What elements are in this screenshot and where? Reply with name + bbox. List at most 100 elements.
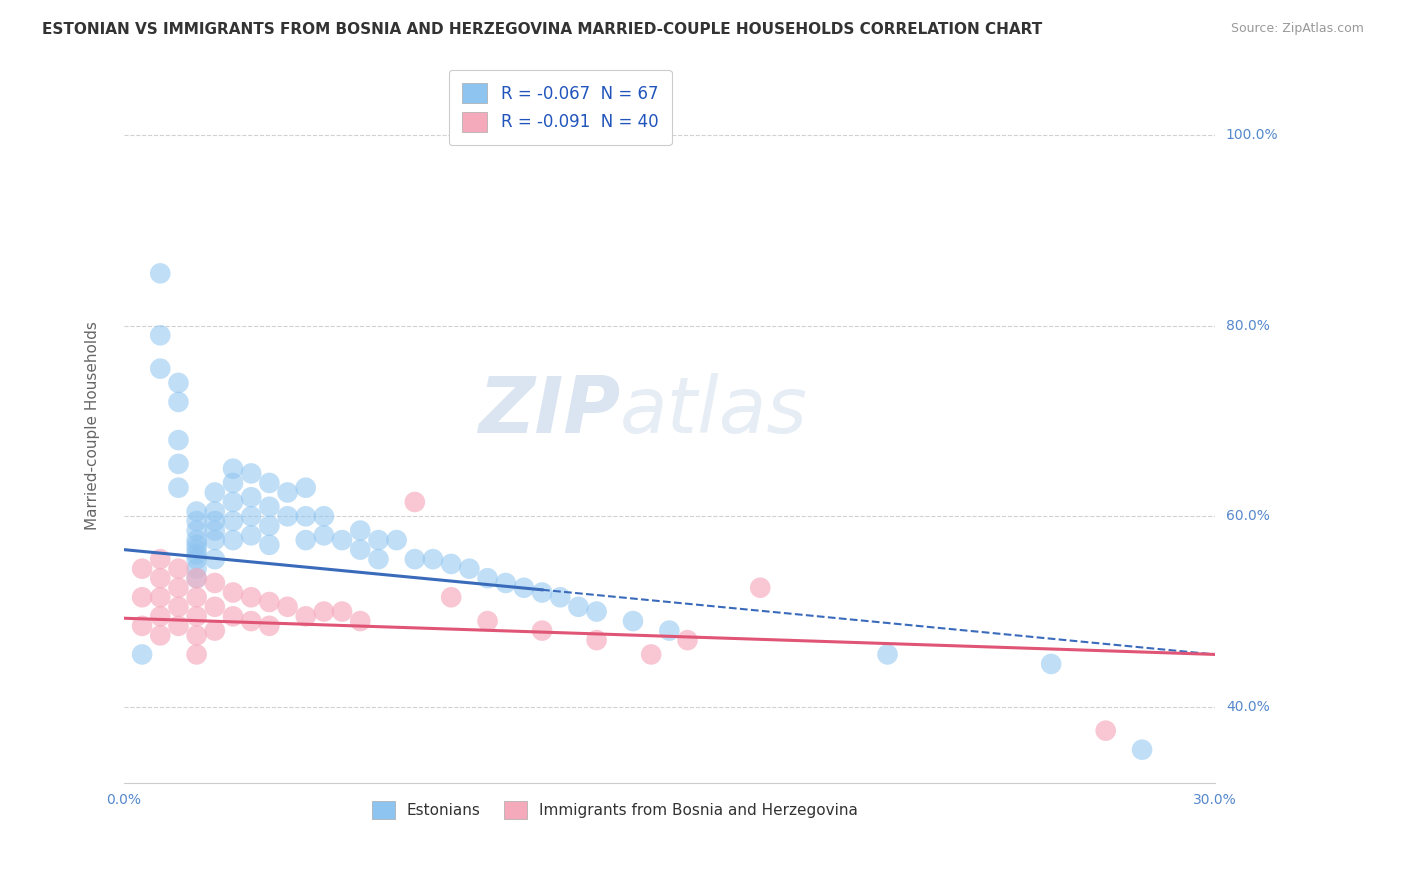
Point: [204, 599, 226, 614]
Point: [349, 542, 371, 557]
Point: [222, 609, 245, 624]
Point: [240, 591, 263, 605]
Point: [477, 614, 499, 628]
Point: [204, 524, 226, 538]
Point: [458, 562, 481, 576]
Legend: Estonians, Immigrants from Bosnia and Herzegovina: Estonians, Immigrants from Bosnia and He…: [366, 795, 863, 825]
Point: [167, 581, 190, 595]
Point: [422, 552, 444, 566]
Point: [131, 562, 153, 576]
Point: [167, 376, 190, 390]
Point: [330, 605, 353, 619]
Point: [222, 461, 245, 475]
Point: [531, 624, 554, 638]
Point: [240, 528, 263, 542]
Point: [658, 624, 681, 638]
Text: Source: ZipAtlas.com: Source: ZipAtlas.com: [1230, 22, 1364, 36]
Point: [294, 533, 316, 547]
Point: [259, 518, 281, 533]
Point: [204, 514, 226, 528]
Point: [222, 475, 245, 490]
Point: [640, 648, 662, 662]
Point: [186, 514, 208, 528]
Point: [349, 524, 371, 538]
Point: [531, 585, 554, 599]
Point: [1094, 723, 1116, 738]
Point: [186, 542, 208, 557]
Point: [222, 585, 245, 599]
Point: [167, 481, 190, 495]
Point: [1040, 657, 1063, 671]
Point: [876, 648, 898, 662]
Point: [585, 605, 607, 619]
Point: [349, 614, 371, 628]
Point: [204, 533, 226, 547]
Point: [367, 533, 389, 547]
Point: [186, 591, 208, 605]
Point: [585, 633, 607, 648]
Point: [440, 591, 463, 605]
Text: 80.0%: 80.0%: [1226, 318, 1270, 333]
Point: [277, 599, 299, 614]
Point: [312, 509, 335, 524]
Point: [149, 571, 172, 585]
Text: 60.0%: 60.0%: [1226, 509, 1270, 524]
Text: 100.0%: 100.0%: [1226, 128, 1278, 142]
Point: [149, 552, 172, 566]
Point: [149, 266, 172, 280]
Point: [277, 509, 299, 524]
Point: [149, 628, 172, 642]
Point: [259, 595, 281, 609]
Point: [167, 619, 190, 633]
Point: [186, 538, 208, 552]
Point: [222, 514, 245, 528]
Point: [131, 619, 153, 633]
Point: [259, 500, 281, 514]
Point: [149, 361, 172, 376]
Point: [204, 624, 226, 638]
Point: [294, 609, 316, 624]
Text: ZIP: ZIP: [478, 374, 620, 450]
Point: [548, 591, 571, 605]
Point: [259, 538, 281, 552]
Point: [186, 504, 208, 518]
Point: [240, 509, 263, 524]
Point: [749, 581, 772, 595]
Point: [240, 490, 263, 504]
Point: [167, 599, 190, 614]
Point: [186, 562, 208, 576]
Point: [149, 328, 172, 343]
Point: [131, 591, 153, 605]
Point: [186, 609, 208, 624]
Point: [167, 562, 190, 576]
Point: [167, 457, 190, 471]
Point: [186, 648, 208, 662]
Point: [240, 614, 263, 628]
Point: [149, 609, 172, 624]
Point: [204, 485, 226, 500]
Point: [186, 533, 208, 547]
Point: [385, 533, 408, 547]
Point: [277, 485, 299, 500]
Point: [240, 467, 263, 481]
Point: [259, 619, 281, 633]
Point: [312, 528, 335, 542]
Point: [294, 509, 316, 524]
Point: [204, 552, 226, 566]
Point: [167, 395, 190, 409]
Point: [404, 552, 426, 566]
Point: [330, 533, 353, 547]
Point: [294, 481, 316, 495]
Text: 40.0%: 40.0%: [1226, 700, 1270, 714]
Point: [167, 433, 190, 447]
Point: [404, 495, 426, 509]
Point: [186, 552, 208, 566]
Point: [131, 648, 153, 662]
Point: [440, 557, 463, 571]
Point: [186, 548, 208, 562]
Point: [621, 614, 644, 628]
Text: ESTONIAN VS IMMIGRANTS FROM BOSNIA AND HERZEGOVINA MARRIED-COUPLE HOUSEHOLDS COR: ESTONIAN VS IMMIGRANTS FROM BOSNIA AND H…: [42, 22, 1042, 37]
Point: [1130, 742, 1153, 756]
Point: [477, 571, 499, 585]
Point: [149, 591, 172, 605]
